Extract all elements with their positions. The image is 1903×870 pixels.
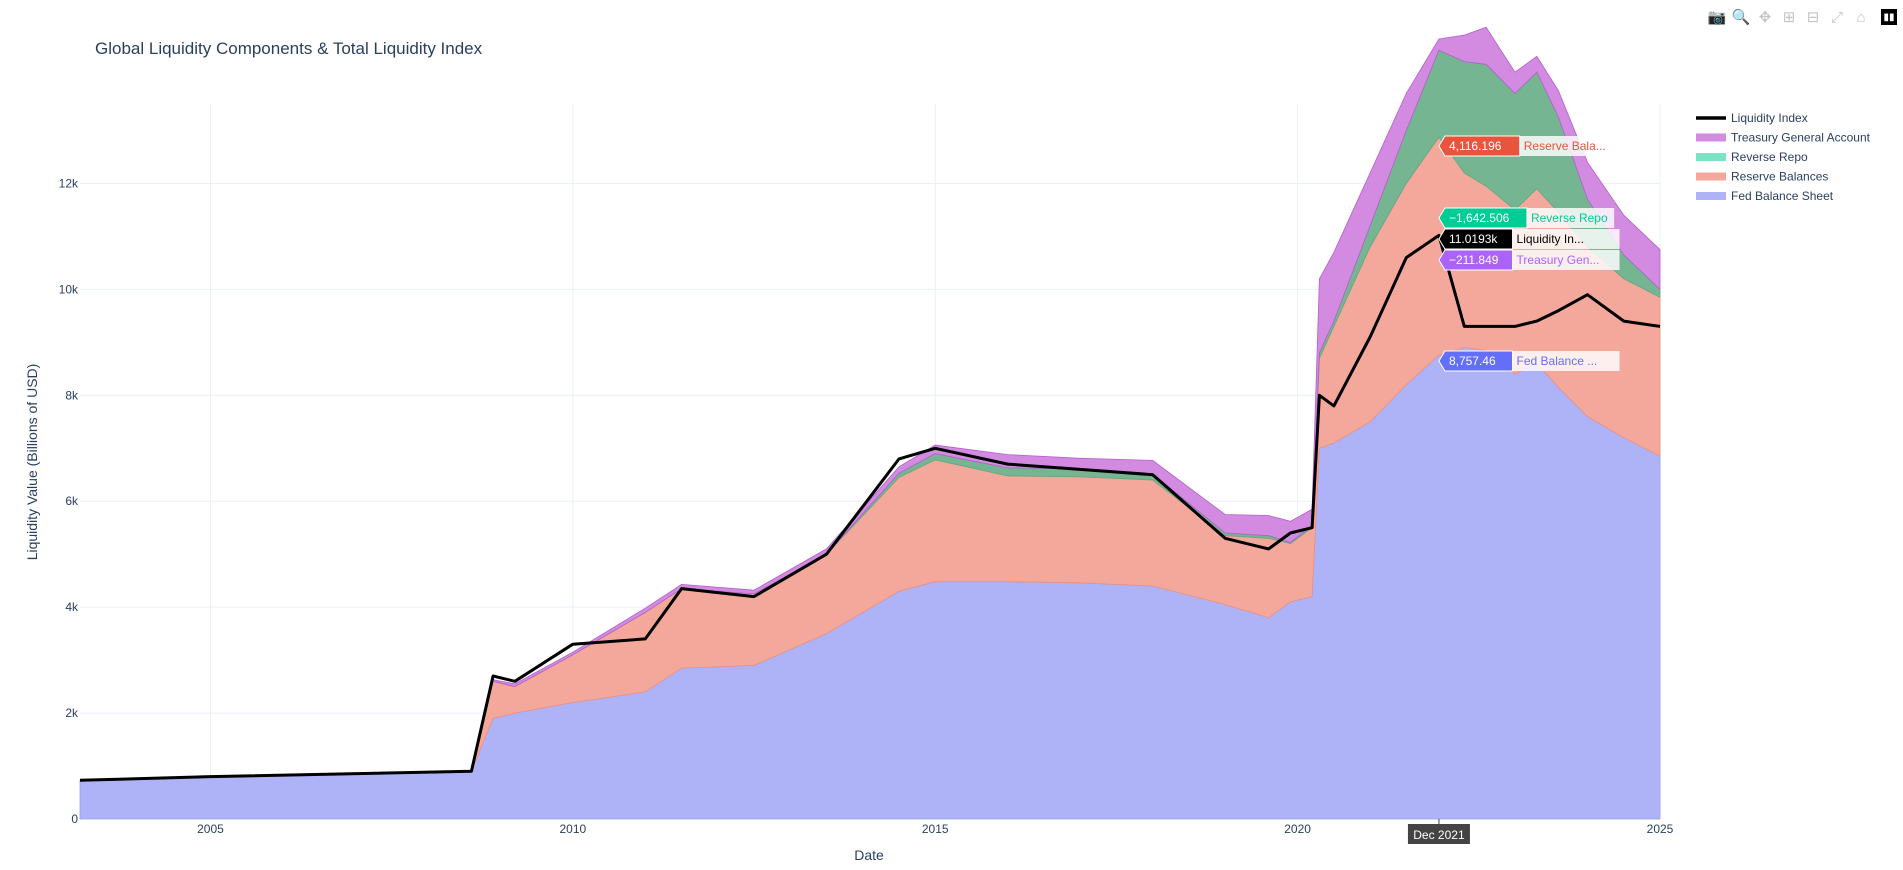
y-tick-label: 10k — [59, 282, 79, 296]
hover-series-name: Reserve Bala... — [1524, 139, 1606, 153]
hover-label-fed-balance-sheet: 8,757.46 Fed Balance ... — [1438, 350, 1620, 372]
x-tick-label: 2010 — [559, 822, 586, 836]
legend-item-reverse-repo[interactable]: Reverse Repo — [1696, 150, 1808, 164]
x-tick-label: 2015 — [922, 822, 949, 836]
hover-value: 8,757.46 — [1449, 354, 1496, 368]
line-liquidity-index[interactable] — [79, 233, 1661, 782]
chart-title: Global Liquidity Components & Total Liqu… — [95, 39, 483, 58]
hover-label-reverse-repo: −1,642.506 Reverse Repo — [1438, 207, 1615, 229]
hover-series-name: Liquidity In... — [1517, 232, 1584, 246]
plotly-logo-icon[interactable]: ▮▮ — [1881, 9, 1897, 25]
y-tick-label: 8k — [65, 388, 79, 402]
y-tick-label: 2k — [65, 706, 79, 720]
zoom-out-icon[interactable]: ⊟ — [1806, 9, 1820, 26]
zoom-in-icon[interactable]: ⊞ — [1782, 9, 1796, 26]
legend-item-liquidity-index[interactable]: Liquidity Index — [1696, 111, 1808, 125]
hover-series-name: Fed Balance ... — [1517, 354, 1598, 368]
legend-label: Treasury General Account — [1731, 131, 1871, 145]
legend-item-treasury-general-account[interactable]: Treasury General Account — [1696, 131, 1871, 145]
hover-value: −211.849 — [1449, 253, 1499, 267]
legend-label: Fed Balance Sheet — [1731, 189, 1834, 203]
hover-x-label-box — [1407, 824, 1470, 844]
hover-series-name: Treasury Gen... — [1517, 253, 1600, 267]
x-tick-label: 2020 — [1284, 822, 1311, 836]
y-tick-label: 6k — [65, 494, 79, 508]
y-tick-label: 0 — [71, 812, 78, 826]
area-series — [79, 26, 1661, 820]
autoscale-icon[interactable]: ⤢ — [1830, 8, 1843, 26]
y-tick-label: 12k — [59, 176, 79, 190]
axis-tick-labels: 0 2k 4k 6k 8k 10k 12k 2005 2010 2015 2020 2025 — [59, 176, 1674, 836]
pan-icon[interactable]: ✥ — [1758, 9, 1772, 26]
hover-value: 11.0193k — [1449, 232, 1498, 246]
legend-swatch — [1696, 172, 1726, 181]
zoom-icon[interactable]: 🔍 — [1731, 9, 1751, 26]
series-lines — [79, 233, 1661, 782]
x-axis-title: Date — [854, 847, 884, 863]
legend-swatch — [1696, 192, 1726, 200]
hover-label-treasury-general-account: −211.849 Treasury Gen... — [1438, 249, 1620, 271]
legend-label: Liquidity Index — [1731, 111, 1808, 125]
hover-x-label: Dec 2021 — [1413, 828, 1465, 842]
y-tick-label: 4k — [65, 600, 79, 614]
modebar: 📷 🔍 ✥ ⊞ ⊟ ⤢ ⌂ ▮▮ — [1705, 6, 1897, 28]
legend-label: Reverse Repo — [1731, 150, 1808, 164]
hover-series-name: Reverse Repo — [1531, 211, 1608, 225]
hover-value: 4,116.196 — [1449, 139, 1502, 153]
legend-item-reserve-balances[interactable]: Reserve Balances — [1696, 170, 1828, 184]
legend[interactable]: Liquidity Index Treasury General Account R… — [1696, 111, 1871, 203]
reset-axes-icon[interactable]: ⌂ — [1856, 8, 1866, 26]
legend-label: Reserve Balances — [1731, 170, 1828, 184]
x-tick-label: 2025 — [1647, 822, 1674, 836]
hover-labels: Dec 2021 4,116.196 Reserve Bala... −1,642.5… — [1407, 135, 1627, 844]
hover-label-reserve-balances: 4,116.196 Reserve Bala... — [1438, 135, 1627, 157]
area-treasury-general-account[interactable] — [79, 26, 1661, 781]
camera-icon[interactable]: 📷 — [1707, 9, 1727, 26]
hover-value: −1,642.506 — [1449, 211, 1510, 225]
legend-swatch — [1696, 153, 1726, 161]
legend-item-fed-balance-sheet[interactable]: Fed Balance Sheet — [1696, 189, 1834, 203]
y-axis-title: Liquidity Value (Billions of USD) — [24, 364, 40, 561]
legend-swatch — [1696, 133, 1726, 142]
hover-label-liquidity-index: 11.0193k Liquidity In... — [1438, 228, 1620, 250]
x-tick-label: 2005 — [197, 822, 224, 836]
